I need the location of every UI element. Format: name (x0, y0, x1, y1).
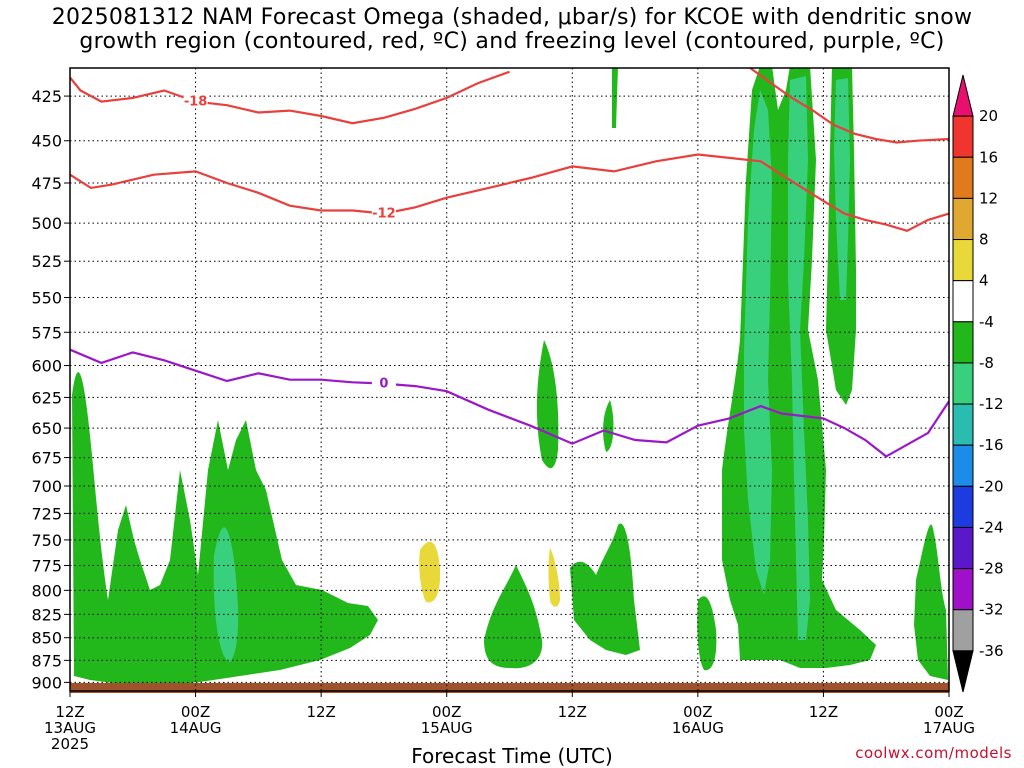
colorbar-swatch (952, 444, 974, 487)
y-tick-label: 775 (31, 557, 62, 576)
omega-region-teal (213, 527, 239, 662)
x-tick-label: 00Z (181, 703, 210, 721)
omega-region-green (570, 523, 640, 655)
colorbar-label: -4 (979, 313, 994, 331)
x-tick-label: 12Z (306, 703, 335, 721)
colorbar-label: -32 (979, 601, 1004, 619)
colorbar-swatch (952, 239, 974, 282)
freezing-level-contour-label-bg (371, 375, 396, 390)
colorbar: 20 16 12 8 4 -4 -8 -12 -16 -20 -24 -28 -32 -36 (952, 74, 1004, 693)
plot-border (69, 67, 950, 692)
dendritic-contour-label-bg (371, 205, 396, 220)
colorbar-swatch (952, 403, 974, 446)
y-tick-label: 475 (31, 174, 62, 193)
omega-region-green (603, 400, 614, 452)
omega-region-green (484, 565, 543, 669)
colorbar-label: -28 (979, 560, 1004, 578)
omega-region-green (536, 340, 559, 469)
x-tick-label: 15AUG (421, 719, 473, 737)
dendritic-contour (749, 68, 949, 144)
dendritic-contour-label: -18 (184, 95, 208, 110)
y-tick-label: 600 (31, 357, 62, 376)
x-tick-label: 00Z (934, 703, 963, 721)
y-tick-label: 900 (31, 673, 62, 692)
y-tick-label: 550 (31, 289, 62, 308)
x-axis-label: Forecast Time (UTC) (411, 744, 613, 768)
y-tick-label: 450 (31, 132, 62, 151)
colorbar-swatch (952, 280, 974, 323)
colorbar-swatch (952, 568, 974, 611)
colorbar-cap-bottom (952, 650, 974, 693)
x-tick-label: 17AUG (923, 719, 975, 737)
y-tick-label: 750 (31, 531, 62, 550)
chart-title-line1: 2025081312 NAM Forecast Omega (shaded, μ… (51, 5, 973, 30)
x-tick-label: 13AUG (44, 719, 96, 737)
colorbar-label: -8 (979, 354, 994, 372)
y-tick-label: 825 (31, 605, 62, 624)
y-tick-label: 525 (31, 252, 62, 271)
chart-title: 2025081312 NAM Forecast Omega (shaded, μ… (0, 6, 1024, 54)
y-tick-label: 725 (31, 504, 62, 523)
colorbar-swatch (952, 156, 974, 199)
terrain-strip (70, 683, 949, 693)
colorbar-label: -36 (979, 642, 1004, 660)
omega-region-green (697, 596, 717, 671)
colorbar-label: 12 (979, 189, 998, 207)
colorbar-swatch (952, 526, 974, 570)
x-tick-label: 14AUG (170, 719, 222, 737)
dendritic-contour-label: -12 (372, 207, 396, 222)
contour-lines: -18 -12 0 (70, 68, 949, 458)
y-tick-label: 700 (31, 477, 62, 496)
colorbar-swatch (952, 609, 974, 652)
omega-region-yellow (419, 541, 441, 603)
x-tick-label: 12Z (809, 703, 838, 721)
colorbar-swatch (952, 115, 974, 158)
colorbar-label: -24 (979, 518, 1004, 536)
y-tick-label: 425 (31, 87, 62, 106)
dendritic-contour-label-bg (183, 93, 208, 108)
y-axis: 425 450 475 500 525 550 575 600 625 650 675 700 725 7… (31, 87, 70, 692)
y-tick-label: 650 (31, 419, 62, 438)
colorbar-label: 8 (979, 231, 989, 249)
colorbar-label: 20 (979, 107, 998, 125)
omega-region-green (612, 68, 618, 128)
colorbar-swatch (952, 197, 974, 241)
omega-region-yellow (548, 548, 560, 607)
colorbar-cap-top (952, 74, 974, 117)
freezing-level-contour-label: 0 (379, 377, 388, 392)
dendritic-contour (70, 153, 949, 232)
omega-region-teal (744, 90, 772, 595)
y-tick-label: 675 (31, 449, 62, 468)
dendritic-contour (70, 70, 510, 125)
x-tick-label: 00Z (432, 703, 461, 721)
x-tick-label: 00Z (683, 703, 712, 721)
y-tick-label: 800 (31, 581, 62, 600)
omega-region-green (914, 524, 948, 680)
colorbar-label: -20 (979, 477, 1004, 495)
colorbar-label: -12 (979, 395, 1004, 413)
colorbar-swatch (952, 485, 974, 528)
omega-region-teal (834, 78, 850, 300)
y-tick-label: 625 (31, 388, 62, 407)
colorbar-label: -16 (979, 436, 1004, 454)
colorbar-label: 16 (979, 148, 998, 166)
freezing-level-contour (70, 348, 949, 458)
omega-region-teal (788, 76, 810, 640)
omega-shading (72, 68, 948, 686)
x-tick-label: 12Z (55, 703, 84, 721)
colorbar-swatch (952, 321, 974, 364)
colorbar-swatch (952, 362, 974, 405)
x-tick-label: 12Z (558, 703, 587, 721)
credit-text: coolwx.com/models (855, 744, 1012, 762)
y-tick-label: 875 (31, 651, 62, 670)
colorbar-label: 4 (979, 272, 989, 290)
chart-title-line2: growth region (contoured, red, ºC) and f… (79, 29, 945, 54)
y-tick-label: 500 (31, 214, 62, 233)
x-tick-label: 2025 (51, 735, 89, 753)
y-tick-label: 850 (31, 629, 62, 648)
y-tick-label: 575 (31, 323, 62, 342)
x-tick-label: 16AUG (672, 719, 724, 737)
